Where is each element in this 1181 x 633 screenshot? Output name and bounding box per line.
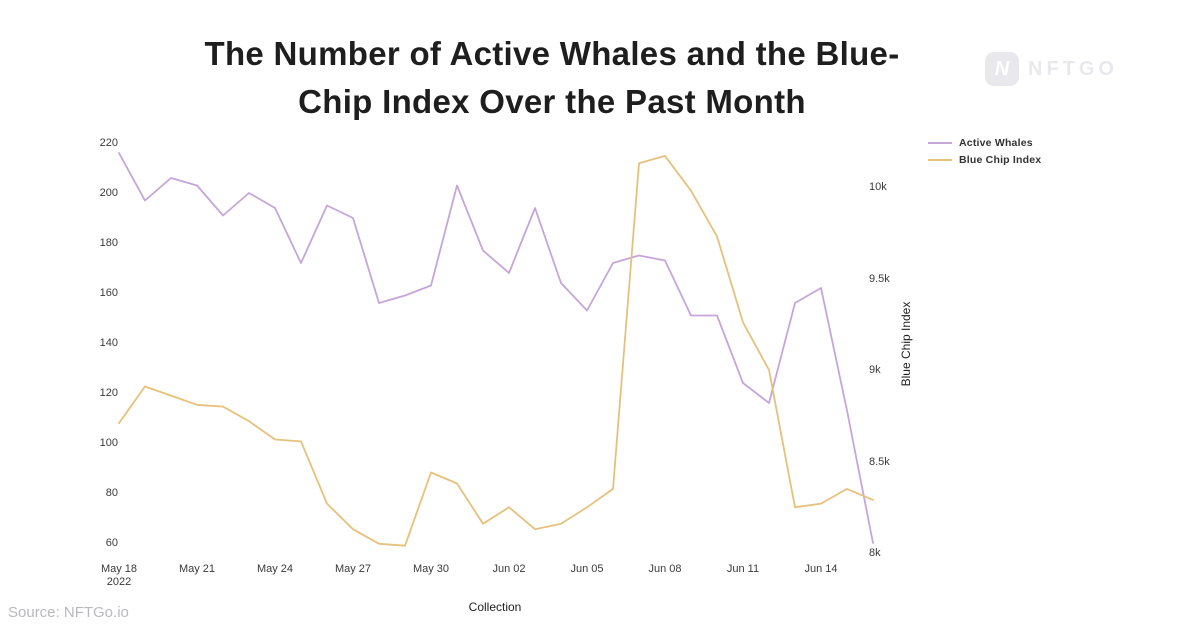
- right-axis-tick-label: 10k: [869, 181, 887, 193]
- chart-title-line2: Chip Index Over the Past Month: [298, 83, 806, 120]
- x-axis-tick-label: Jun 05: [570, 563, 604, 575]
- left-axis-tick-label: 140: [99, 337, 118, 349]
- right-axis-tick-label: 8k: [869, 547, 881, 559]
- x-axis-tick-label: May 27: [334, 563, 372, 575]
- x-axis-tick-label: May 24: [256, 563, 294, 575]
- active-whales-line: [118, 152, 874, 544]
- chart-title-line1: The Number of Active Whales and the Blue…: [204, 35, 900, 72]
- right-axis-tick-label: 9.5k: [869, 272, 890, 285]
- left-axis-tick-label: 200: [99, 187, 118, 199]
- right-axis-tick-label: 9k: [869, 364, 881, 376]
- x-axis-tick-label: May 30: [412, 563, 450, 575]
- x-axis-tick-label: May 21: [178, 563, 216, 575]
- legend: Active Whales Blue Chip Index: [928, 134, 1041, 168]
- x-axis-tick-label: Jun 14: [804, 563, 838, 575]
- nftgo-wordmark: NFTGO: [1028, 57, 1118, 80]
- legend-label-active-whales: Active Whales: [959, 136, 1033, 149]
- nftgo-logo: N NFTGO: [985, 52, 1118, 86]
- right-axis-title: Blue Chip Index: [899, 301, 913, 387]
- nftgo-logo-letter: N: [994, 57, 1010, 80]
- legend-label-blue-chip-index: Blue Chip Index: [959, 153, 1042, 166]
- active-whales-line-swatch: [928, 141, 952, 144]
- right-axis-tick-label: 8.5k: [869, 455, 890, 468]
- chart-title: The Number of Active Whales and the Blue…: [0, 30, 1104, 126]
- x-axis-tick-label: Jun 08: [648, 563, 682, 575]
- left-axis-tick-label: 60: [105, 537, 118, 549]
- nftgo-logo-icon: N: [985, 52, 1019, 86]
- left-axis-tick-label: 220: [99, 137, 118, 149]
- blue-chip-index-line-swatch: [928, 158, 952, 161]
- legend-item-blue-chip-index[interactable]: Blue Chip Index: [928, 151, 1041, 168]
- left-axis-tick-label: 100: [99, 437, 118, 449]
- left-axis-tick-label: 120: [99, 387, 118, 399]
- x-axis-tick-label: Jun 02: [492, 563, 526, 575]
- left-axis-tick-label: 80: [105, 487, 118, 499]
- x-axis-tick-label: Jun 11: [726, 563, 760, 575]
- left-axis-tick-label: 160: [99, 287, 118, 299]
- blue-chip-index-line: [118, 154, 874, 547]
- source-attribution: Source: NFTGo.io: [8, 604, 129, 621]
- x-axis-title: Collection: [468, 600, 522, 614]
- legend-item-active-whales[interactable]: Active Whales: [928, 134, 1041, 151]
- left-axis-tick-label: 180: [99, 237, 118, 249]
- x-axis-tick-label: May 18 2022: [100, 563, 138, 588]
